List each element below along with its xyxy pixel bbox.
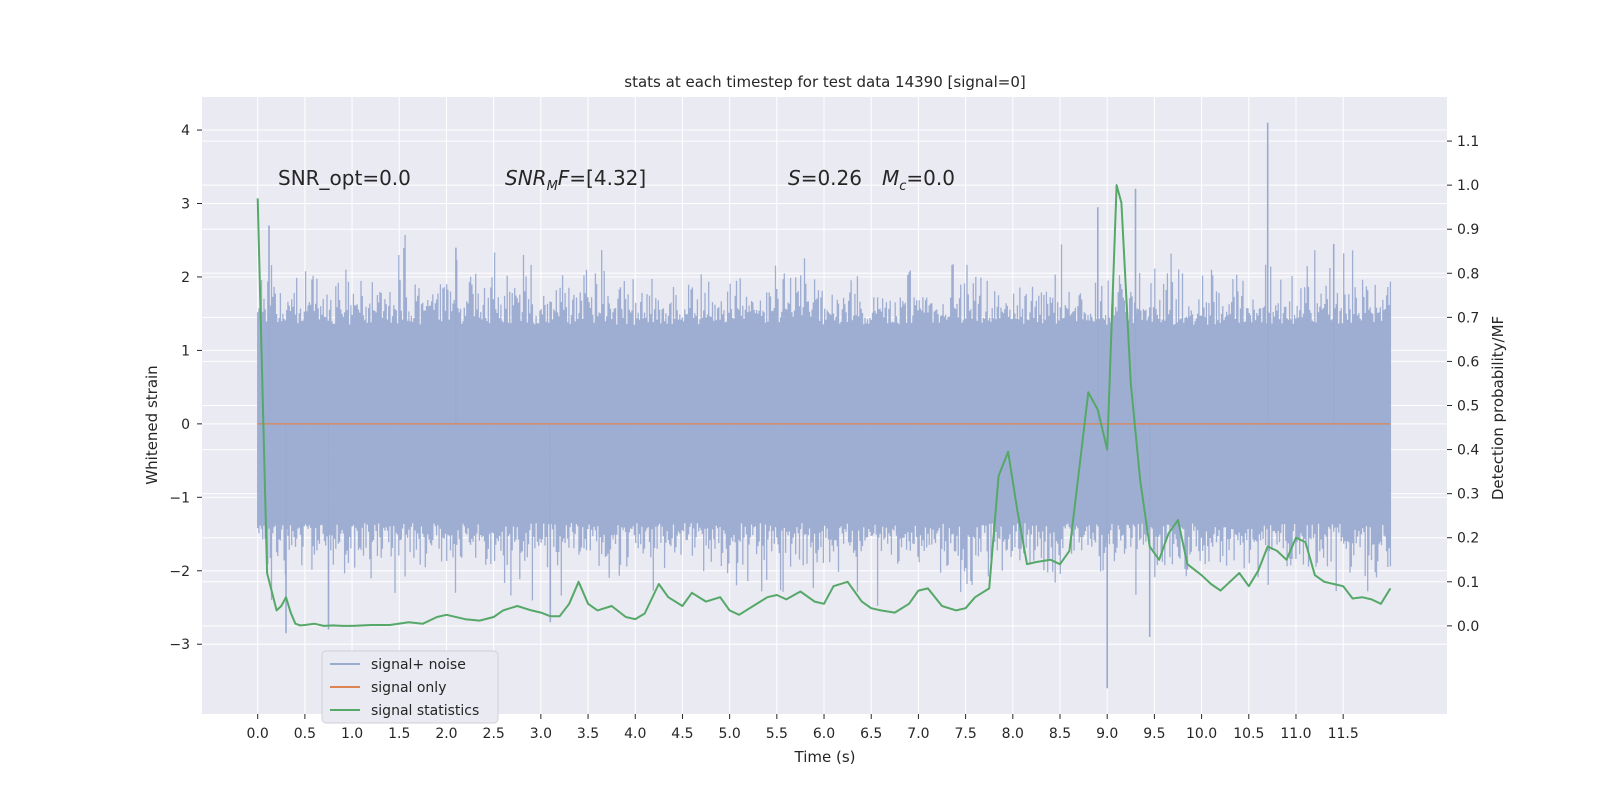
noise-spikes	[268, 122, 1335, 689]
x-tick-label: 5.5	[766, 726, 788, 742]
y-right-tick-label: 0.4	[1457, 443, 1479, 459]
y-right-tick-label: 0.2	[1457, 531, 1479, 547]
x-tick-label: 9.5	[1143, 726, 1165, 742]
x-tick-label: 4.5	[671, 726, 693, 742]
series-signal-plus-noise	[257, 122, 1392, 689]
y-tick-label: 1	[181, 343, 190, 359]
x-tick-label: 4.0	[624, 726, 646, 742]
x-tick-label: 10.0	[1186, 726, 1217, 742]
x-tick-label: 10.5	[1233, 726, 1264, 742]
legend-label-signal: signal only	[371, 680, 446, 696]
x-tick-label: 9.0	[1096, 726, 1118, 742]
noise-trace	[257, 234, 1392, 606]
annotation-snr-mf: SNRMF=[4.32]	[505, 166, 646, 194]
x-tick-label: 2.0	[435, 726, 457, 742]
y-right-axis-ticks: 1.1 1.0 0.9 0.8 0.7 0.6 0.5 0.4 0.3 0.2 0.1 0.0	[1447, 134, 1479, 635]
x-tick-label: 8.0	[1002, 726, 1024, 742]
y-right-tick-label: 1.0	[1457, 178, 1479, 194]
x-axis-ticks: 0.0 0.5 1.0 1.5 2.0 2.5 3.0 3.5 4.0 4.5 5.0 5.5 6.0 6…	[247, 714, 1359, 742]
x-tick-label: 7.0	[907, 726, 929, 742]
x-tick-label: 1.5	[388, 726, 410, 742]
y-right-tick-label: 0.5	[1457, 399, 1479, 415]
x-tick-label: 11.0	[1280, 726, 1311, 742]
y-axis-ticks: 4 3 2 1 0 −1 −2 −3	[169, 123, 202, 653]
annotation-s: S=0.26	[788, 166, 862, 190]
y-right-tick-label: 0.9	[1457, 222, 1479, 238]
x-tick-label: 6.0	[813, 726, 835, 742]
y-tick-label: 4	[181, 123, 190, 139]
x-tick-label: 0.5	[294, 726, 316, 742]
y-right-tick-label: 0.7	[1457, 310, 1479, 326]
y-tick-label: −3	[169, 637, 190, 653]
x-tick-label: 5.0	[719, 726, 741, 742]
series-signal-statistics	[256, 184, 1392, 627]
y-tick-label: 3	[181, 197, 190, 213]
x-tick-label: 2.5	[483, 726, 505, 742]
signal-statistics-line	[256, 184, 1392, 627]
x-tick-label: 3.5	[577, 726, 599, 742]
legend-label-noise: signal+ noise	[371, 657, 466, 673]
y-right-tick-label: 0.8	[1457, 266, 1479, 282]
x-tick-label: 6.5	[860, 726, 882, 742]
x-tick-label: 7.5	[954, 726, 976, 742]
y-tick-label: −1	[169, 490, 190, 506]
annotation-mc: Mc=0.0	[882, 166, 955, 194]
y-right-tick-label: 0.1	[1457, 575, 1479, 591]
y-axis-label: Whitened strain	[143, 365, 161, 484]
annotation-snr-opt: SNR_opt=0.0	[278, 166, 411, 190]
y-tick-label: −2	[169, 564, 190, 580]
x-tick-label: 0.0	[247, 726, 269, 742]
y-tick-label: 2	[181, 270, 190, 286]
x-axis-label: Time (s)	[794, 748, 856, 766]
y-right-tick-label: 1.1	[1457, 134, 1479, 150]
x-tick-label: 8.5	[1049, 726, 1071, 742]
x-tick-label: 11.5	[1328, 726, 1359, 742]
y-right-tick-label: 0.0	[1457, 619, 1479, 635]
y-right-tick-label: 0.6	[1457, 354, 1479, 370]
x-tick-label: 1.0	[341, 726, 363, 742]
legend-label-stats: signal statistics	[371, 703, 479, 719]
chart-title: stats at each timestep for test data 143…	[624, 73, 1025, 91]
y-right-axis-label: Detection probability/MF	[1489, 316, 1507, 500]
y-tick-label: 0	[181, 417, 190, 433]
legend: signal+ noise signal only signal statist…	[321, 650, 499, 724]
y-right-tick-label: 0.3	[1457, 487, 1479, 503]
legend-box	[321, 650, 499, 724]
x-tick-label: 3.0	[530, 726, 552, 742]
